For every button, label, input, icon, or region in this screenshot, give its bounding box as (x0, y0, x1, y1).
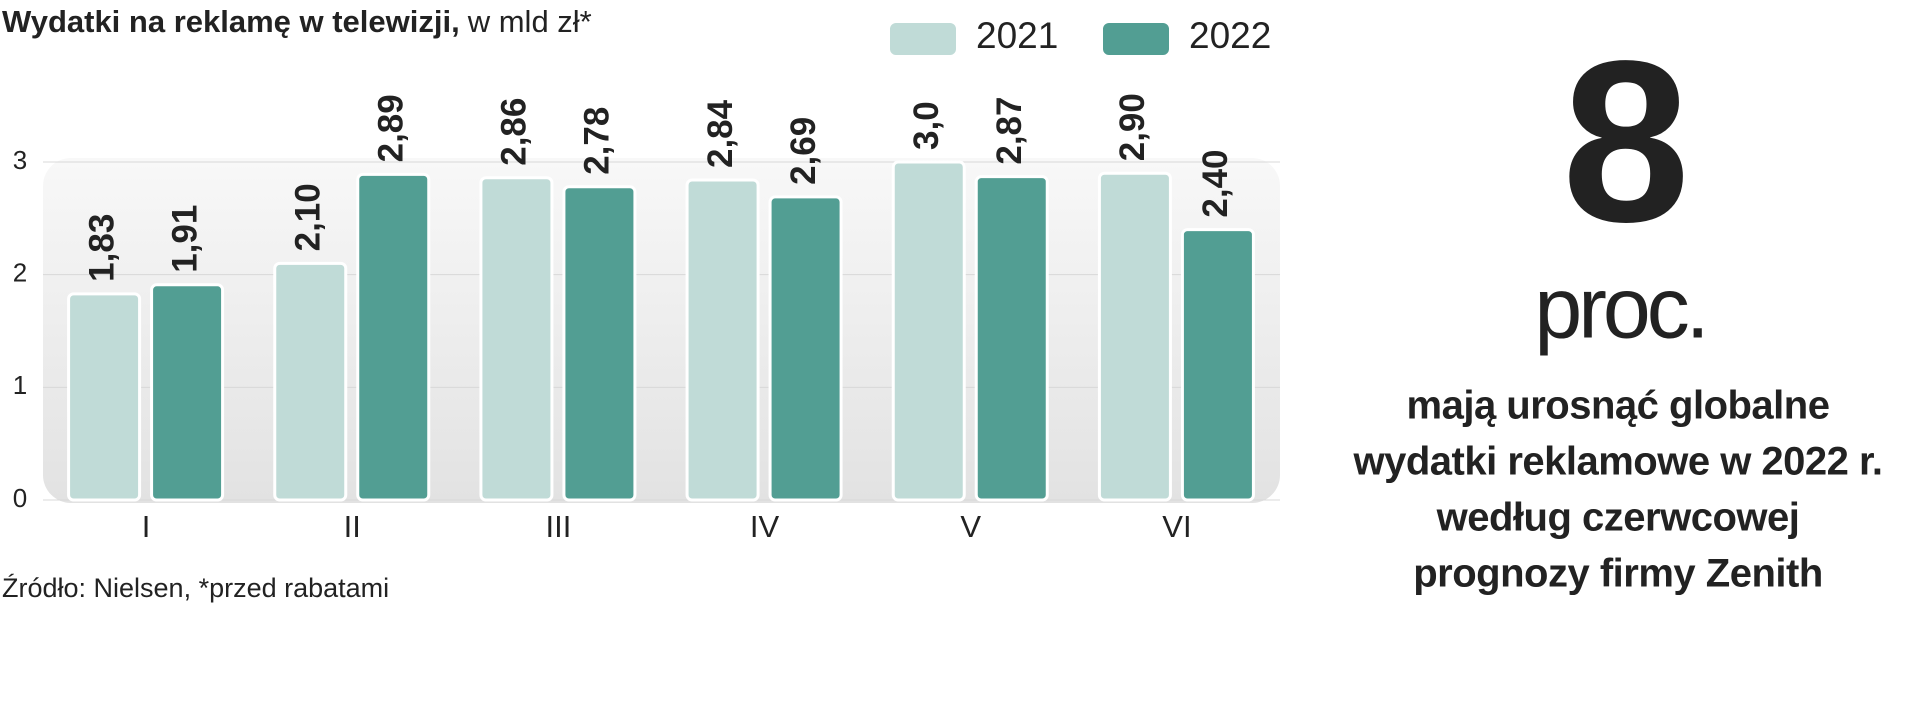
chart-title: Wydatki na reklamę w telewizji, (2, 4, 460, 39)
value-label: 2,86 (495, 98, 534, 166)
value-label: 2,87 (990, 97, 1029, 165)
bar (356, 172, 431, 502)
bar (150, 283, 225, 502)
x-tick-label: VI (1162, 509, 1191, 544)
legend-label: 2021 (976, 15, 1058, 56)
legend-label: 2022 (1189, 15, 1271, 56)
value-label: 2,84 (701, 99, 740, 168)
x-tick-label: V (960, 509, 981, 544)
value-label: 1,83 (82, 214, 121, 282)
callout-text: według czerwcowej (1436, 496, 1800, 540)
value-label: 2,89 (372, 94, 411, 162)
legend-swatch (1101, 21, 1171, 57)
callout-text: prognozy firmy Zenith (1413, 552, 1823, 596)
bar (974, 175, 1049, 502)
x-tick-label: III (545, 509, 571, 544)
bar (1097, 171, 1172, 502)
bar (273, 261, 348, 502)
value-label: 2,10 (289, 183, 328, 251)
bar (768, 195, 843, 502)
bar (891, 160, 966, 502)
bar (479, 176, 554, 502)
chart-subtitle: w mld zł* (467, 4, 592, 39)
x-tick-label: I (142, 509, 151, 544)
value-label: 3,0 (907, 101, 946, 150)
y-tick-label: 3 (13, 145, 27, 175)
value-label: 2,40 (1196, 149, 1235, 217)
bar (685, 178, 760, 502)
bar (562, 185, 637, 502)
source: Źródło: Nielsen, *przed rabatami (2, 573, 389, 603)
x-tick-label: IV (750, 509, 780, 544)
value-label: 2,69 (784, 117, 823, 185)
plot-panel (43, 158, 1280, 503)
y-tick-label: 2 (13, 258, 27, 288)
legend-swatch (888, 21, 958, 57)
callout-text: mają urosnąć globalne (1407, 384, 1830, 428)
value-label: 1,91 (165, 205, 204, 273)
value-label: 2,78 (578, 107, 617, 175)
bar (67, 292, 142, 502)
y-tick-label: 0 (13, 483, 27, 513)
value-label: 2,90 (1113, 93, 1152, 161)
x-tick-label: II (344, 509, 361, 544)
bar (1180, 228, 1255, 502)
callout-number: 8 (1562, 13, 1690, 270)
callout-text: wydatki reklamowe w 2022 r. (1352, 440, 1882, 484)
callout-unit: proc. (1534, 261, 1705, 357)
y-tick-label: 1 (13, 370, 27, 400)
